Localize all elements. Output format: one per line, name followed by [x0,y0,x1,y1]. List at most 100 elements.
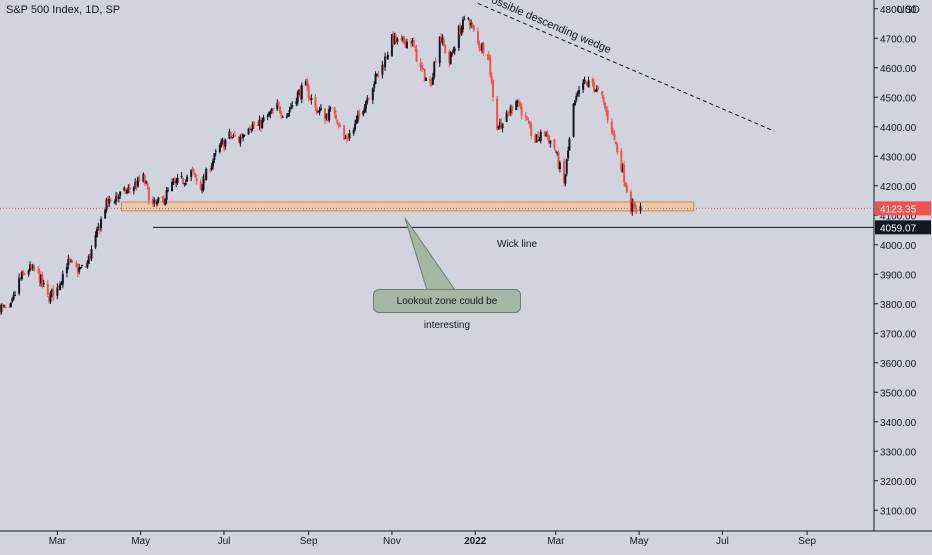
candle-body [180,176,183,178]
candle-body [449,52,452,65]
candle-body [0,304,3,313]
candle-body [109,200,112,202]
candle-body [476,31,479,44]
candle-body [247,128,250,135]
y-tick-label: 4800.00 [880,5,917,16]
wick-price-tag-label: 4059.07 [880,223,917,234]
candle-body [214,151,217,153]
candle-body [324,108,327,120]
candle-body [105,199,108,211]
candle-body [613,134,616,140]
candle-body [498,122,501,128]
candle-body [382,66,385,68]
x-tick-label: 2022 [464,536,487,547]
candle-body [3,305,6,307]
candle-body [587,80,590,88]
candle-body [362,111,365,115]
candle-body [172,181,175,183]
candle-body [203,175,206,179]
candle-body [524,115,527,117]
candle-body [201,188,204,191]
candle-body [463,19,466,21]
candle-body [396,38,399,42]
candle-body [461,19,464,30]
candle-body [287,113,290,117]
candle-body [98,228,101,230]
candle-body [363,107,366,112]
candle-body [210,165,213,170]
candle-body [355,119,358,124]
candle-body [597,87,600,90]
candle-body [209,169,212,171]
candle-body [154,201,157,204]
candle-body [126,190,129,194]
candle-body [89,255,92,259]
candle-body [444,45,447,54]
candle-body [400,38,403,40]
candle-body [194,173,197,178]
candle-body [171,182,174,192]
candle-body [616,144,619,153]
candle-body [401,38,404,40]
candle-body [384,56,387,68]
candle-body [554,149,557,153]
candle-body [614,141,617,144]
candle-body [459,25,462,35]
candle-body [173,179,176,182]
candle-body [272,108,275,110]
candle-body [288,110,291,113]
candle-body [147,187,150,201]
candle-body [142,173,145,182]
candle-body [104,209,107,219]
candle-body [229,131,232,137]
x-tick-label: May [630,536,649,547]
candle-body [87,255,90,264]
candle-body [202,176,205,191]
candle-body [20,271,23,280]
candle-body [156,200,159,205]
candle-body [248,127,251,129]
candle-body [233,134,236,137]
candle-body [479,48,482,50]
candle-body [11,298,14,302]
candle-body [57,285,60,289]
candle-body [61,273,64,285]
candle-body [345,136,348,139]
candle-body [231,136,234,138]
candle-body [442,39,445,46]
candle-body [620,150,623,171]
candle-body [280,113,283,117]
candle-body [90,248,93,259]
candle-body [183,183,186,185]
candle-body [242,134,245,138]
candle-body [307,85,310,98]
candle-body [48,296,51,302]
candle-body [240,136,243,138]
x-tick-label: Sep [798,536,816,547]
candle-body [556,152,559,154]
candle-body [490,76,493,82]
candle-body [606,110,609,121]
candle-body [250,129,253,131]
candle-body [530,124,533,136]
candle-body [42,283,45,285]
candle-body [22,270,25,274]
candle-body [440,36,443,42]
candle-body [557,152,560,168]
candle-body [76,267,79,273]
candle-body [191,168,194,172]
y-tick-label: 3700.00 [880,329,917,340]
y-tick-label: 4200.00 [880,182,917,193]
candle-body [385,57,388,59]
candle-body [95,228,98,237]
candle-body [535,134,538,143]
x-tick-label: Sep [300,536,318,547]
candle-body [124,187,127,194]
lookout-callout[interactable]: Lookout zone could be interesting [373,289,521,331]
wick-price-tag [875,220,931,235]
candle-body [29,264,32,271]
candle-body [344,137,347,139]
candle-body [631,201,634,212]
candle-body [190,170,193,178]
candle-body [295,101,298,104]
